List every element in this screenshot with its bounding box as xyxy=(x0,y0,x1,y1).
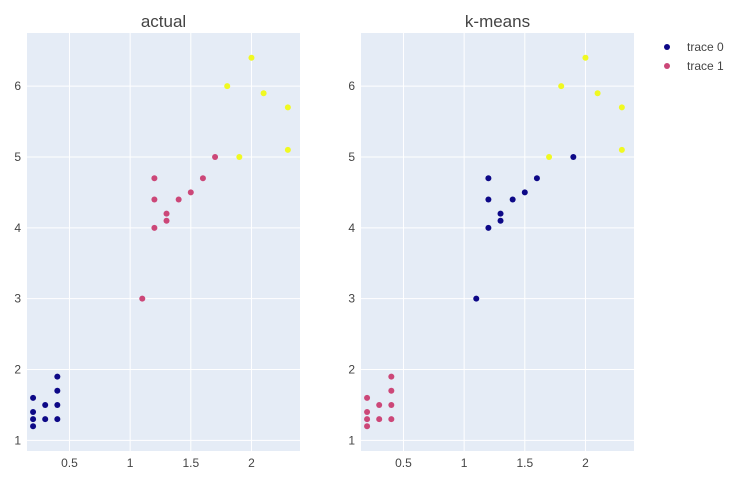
y-tick-label: 1 xyxy=(14,433,21,447)
data-point xyxy=(533,175,540,182)
data-point xyxy=(139,295,146,302)
data-point xyxy=(364,394,371,401)
data-point xyxy=(284,104,291,111)
data-point xyxy=(30,394,37,401)
chart-title: actual xyxy=(141,12,186,31)
data-point xyxy=(42,401,49,408)
legend-label: trace 1 xyxy=(687,59,724,73)
legend-label: trace 0 xyxy=(687,40,724,54)
data-point xyxy=(364,409,371,416)
data-point xyxy=(594,90,601,97)
data-point xyxy=(485,224,492,231)
data-point xyxy=(546,153,553,160)
data-point xyxy=(485,196,492,203)
x-tick-label: 0.5 xyxy=(395,456,412,470)
y-tick-label: 2 xyxy=(348,363,355,377)
data-point xyxy=(163,210,170,217)
x-tick-label: 1 xyxy=(127,456,134,470)
data-point xyxy=(260,90,267,97)
data-point xyxy=(582,54,589,61)
data-point xyxy=(54,401,61,408)
data-point xyxy=(364,416,371,423)
data-point xyxy=(151,175,158,182)
y-tick-label: 5 xyxy=(348,150,355,164)
data-point xyxy=(497,217,504,224)
data-point xyxy=(175,196,182,203)
data-point xyxy=(54,373,61,380)
data-point xyxy=(212,153,219,160)
y-tick-label: 1 xyxy=(348,433,355,447)
x-tick-label: 0.5 xyxy=(61,456,78,470)
data-point xyxy=(284,146,291,153)
data-point xyxy=(388,416,395,423)
y-tick-label: 4 xyxy=(348,221,355,235)
data-point xyxy=(521,189,528,196)
chart-title: k-means xyxy=(465,12,530,31)
y-tick-label: 4 xyxy=(14,221,21,235)
y-tick-label: 3 xyxy=(14,292,21,306)
data-point xyxy=(388,387,395,394)
data-point xyxy=(364,423,371,430)
data-point xyxy=(224,83,231,90)
y-tick-label: 2 xyxy=(14,363,21,377)
data-point xyxy=(388,373,395,380)
data-point xyxy=(54,387,61,394)
x-tick-label: 2 xyxy=(248,456,255,470)
data-point xyxy=(485,175,492,182)
data-point xyxy=(618,146,625,153)
legend-marker xyxy=(664,44,670,50)
data-point xyxy=(376,416,383,423)
data-point xyxy=(187,189,194,196)
x-tick-label: 2 xyxy=(582,456,589,470)
data-point xyxy=(570,153,577,160)
data-point xyxy=(30,409,37,416)
data-point xyxy=(509,196,516,203)
data-point xyxy=(151,196,158,203)
x-tick-label: 1.5 xyxy=(516,456,533,470)
legend-marker xyxy=(664,63,670,69)
data-point xyxy=(199,175,206,182)
data-point xyxy=(473,295,480,302)
y-tick-label: 5 xyxy=(14,150,21,164)
x-tick-label: 1 xyxy=(461,456,468,470)
data-point xyxy=(151,224,158,231)
data-point xyxy=(388,401,395,408)
plot-area-1 xyxy=(27,33,300,451)
y-tick-label: 3 xyxy=(348,292,355,306)
data-point xyxy=(376,401,383,408)
y-tick-label: 6 xyxy=(14,79,21,93)
data-point xyxy=(163,217,170,224)
plot-area-2 xyxy=(361,33,634,451)
data-point xyxy=(30,423,37,430)
data-point xyxy=(236,153,243,160)
y-tick-label: 6 xyxy=(348,79,355,93)
data-point xyxy=(558,83,565,90)
x-tick-label: 1.5 xyxy=(182,456,199,470)
data-point xyxy=(497,210,504,217)
data-point xyxy=(30,416,37,423)
data-point xyxy=(618,104,625,111)
data-point xyxy=(54,416,61,423)
data-point xyxy=(42,416,49,423)
data-point xyxy=(248,54,255,61)
